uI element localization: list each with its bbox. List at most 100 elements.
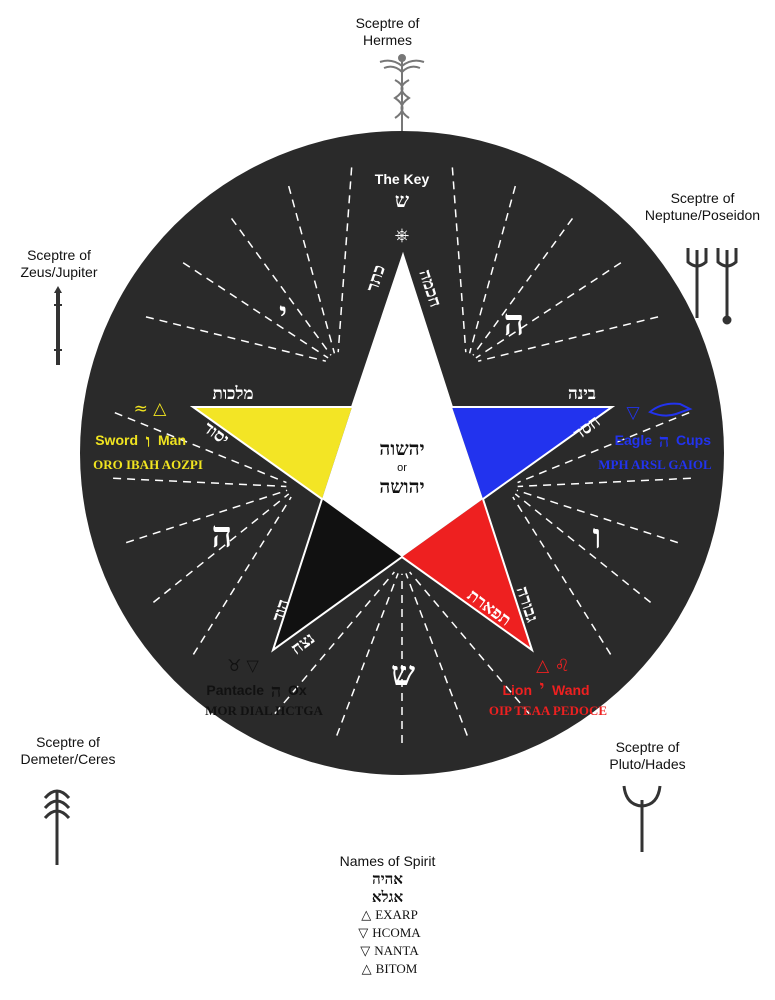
sceptre-demeter-line1: Sceptre of <box>36 734 100 750</box>
dashed-ray <box>517 477 691 488</box>
spirit-row: ▽ NANTA <box>300 942 475 960</box>
spirit-row-name: NANTA <box>374 943 419 958</box>
sceptre-demeter-line2: Demeter/Ceres <box>20 751 116 767</box>
dashed-ray <box>516 489 679 544</box>
spirit-row-symbol: ▽ <box>358 925 369 940</box>
sceptre-neptune-label: Sceptre of Neptune/Poseidon <box>630 190 775 224</box>
fire-attribution: Lion י Wand <box>502 677 589 698</box>
letter-he-lower: ה <box>212 514 233 556</box>
fire-names: OIP TEAA PEDOCE <box>489 703 607 718</box>
spirit-hebrew-2: אגלא <box>371 888 404 906</box>
pentagram-point-air <box>193 407 352 499</box>
fire-symbols: △ ♌ <box>536 656 570 676</box>
jupiter-sceptre-icon <box>54 286 62 365</box>
sceptre-zeus-label: Sceptre of Zeus/Jupiter <box>0 247 118 281</box>
dashed-ray <box>477 316 659 362</box>
pentagram-center <box>322 407 483 557</box>
water-names: MPH ARSL GAIOL <box>598 457 712 472</box>
spirit-row-symbol: ▽ <box>360 943 371 958</box>
fire-letter: י <box>540 677 545 698</box>
sceptre-neptune-line1: Sceptre of <box>670 190 735 206</box>
dashed-ray <box>230 217 332 356</box>
dashed-ray <box>192 496 292 655</box>
water-letter: ה <box>659 431 669 452</box>
earth-attribution: Pantacle ה Ox <box>206 681 306 702</box>
sceptre-hermes-line1: Sceptre of <box>355 15 420 31</box>
dashed-ray <box>287 185 336 354</box>
dashed-ray <box>113 477 287 488</box>
dashed-ray <box>512 496 612 655</box>
earth-names: MOR DIAL HCTGA <box>205 703 323 718</box>
sceptre-demeter-label: Sceptre of Demeter/Ceres <box>0 734 136 768</box>
air-weapon: Sword <box>95 432 138 448</box>
dashed-ray <box>514 493 652 603</box>
dashed-ray <box>274 571 395 715</box>
letter-vav: ו <box>593 517 602 557</box>
dashed-ray <box>472 217 574 356</box>
caduceus-icon <box>379 54 425 135</box>
names-of-spirit: Names of Spirit אהיה אגלא △ EXARP ▽ HCOMA … <box>300 853 475 978</box>
letter-yod: י <box>279 296 287 331</box>
air-symbols: ≈ △ <box>134 399 168 419</box>
center-name-2: יהושה <box>379 476 424 498</box>
air-creature: Man <box>158 432 186 448</box>
spirit-title: Names of Spirit <box>339 853 436 869</box>
pentagram-point-earth <box>273 499 402 650</box>
dashed-ray <box>409 571 530 715</box>
air-names: ORO IBAH AOZPI <box>93 457 203 472</box>
water-triangle: ▽ <box>626 403 640 423</box>
spirit-row-symbol: △ <box>361 961 372 976</box>
water-symbols: ▽ <box>626 402 693 423</box>
spirit-row-name: BITOM <box>375 961 418 976</box>
ceres-sceptre-icon <box>43 789 71 865</box>
dashed-ray <box>114 411 287 484</box>
dashed-ray <box>182 262 329 359</box>
dashed-ray <box>125 489 288 544</box>
sceptre-pluto-line2: Pluto/Hades <box>609 756 686 772</box>
letter-shin-bottom: ש <box>391 654 415 694</box>
water-attribution: Eagle ה Cups <box>615 431 712 452</box>
sephirah-binah: בינה <box>568 384 596 404</box>
dashed-ray <box>451 167 467 353</box>
dashed-ray <box>336 573 399 736</box>
fire-weapon: Lion <box>502 682 532 698</box>
dashed-ray <box>152 493 290 603</box>
dashed-rays <box>113 167 691 743</box>
earth-weapon: Pantacle <box>206 682 264 698</box>
pentagram-point-spirit <box>352 255 452 407</box>
spirit-row: ▽ HCOMA <box>300 924 475 942</box>
pentagram-point-fire <box>402 499 532 650</box>
wheel-icon: ⎈ <box>395 225 409 246</box>
sceptre-zeus-line1: Sceptre of <box>27 247 91 263</box>
pentagram-outline <box>189 251 616 653</box>
sceptre-zeus-line2: Zeus/Jupiter <box>20 264 98 280</box>
dashed-ray <box>475 262 622 359</box>
water-weapon: Eagle <box>615 432 653 448</box>
dashed-ray <box>468 185 517 354</box>
sceptre-pluto-line1: Sceptre of <box>615 739 680 755</box>
water-creature: Cups <box>676 432 711 448</box>
letter-he-upper: ה <box>504 302 525 344</box>
shin-top: ש <box>395 188 409 212</box>
pentagram-point-water <box>452 407 612 499</box>
earth-creature: Ox <box>288 682 307 698</box>
earth-letter: ה <box>271 681 281 702</box>
eagle-icon <box>648 402 693 417</box>
dashed-ray <box>405 573 468 736</box>
sceptre-hermes-line2: Hermes <box>362 32 412 48</box>
the-key-label: The Key <box>375 171 430 187</box>
earth-symbols: ♉ ▽ <box>227 656 259 675</box>
sephirah-malkuth: מלכות <box>212 384 253 404</box>
air-letter: ו <box>146 431 151 452</box>
spirit-row-symbol: △ <box>361 907 372 922</box>
spirit-hebrew-1: אהיה <box>372 870 403 888</box>
spirit-row: △ BITOM <box>300 960 475 978</box>
trident-icon <box>686 248 738 325</box>
center-name-1: יהשוה <box>379 438 424 460</box>
fire-creature: Wand <box>552 682 590 698</box>
dashed-ray <box>337 167 353 353</box>
sceptre-hermes-label: Sceptre of Hermes <box>330 15 445 49</box>
air-attribution: Sword ו Man <box>95 431 186 452</box>
spirit-row: △ EXARP <box>300 906 475 924</box>
sceptre-pluto-label: Sceptre of Pluto/Hades <box>590 739 705 773</box>
